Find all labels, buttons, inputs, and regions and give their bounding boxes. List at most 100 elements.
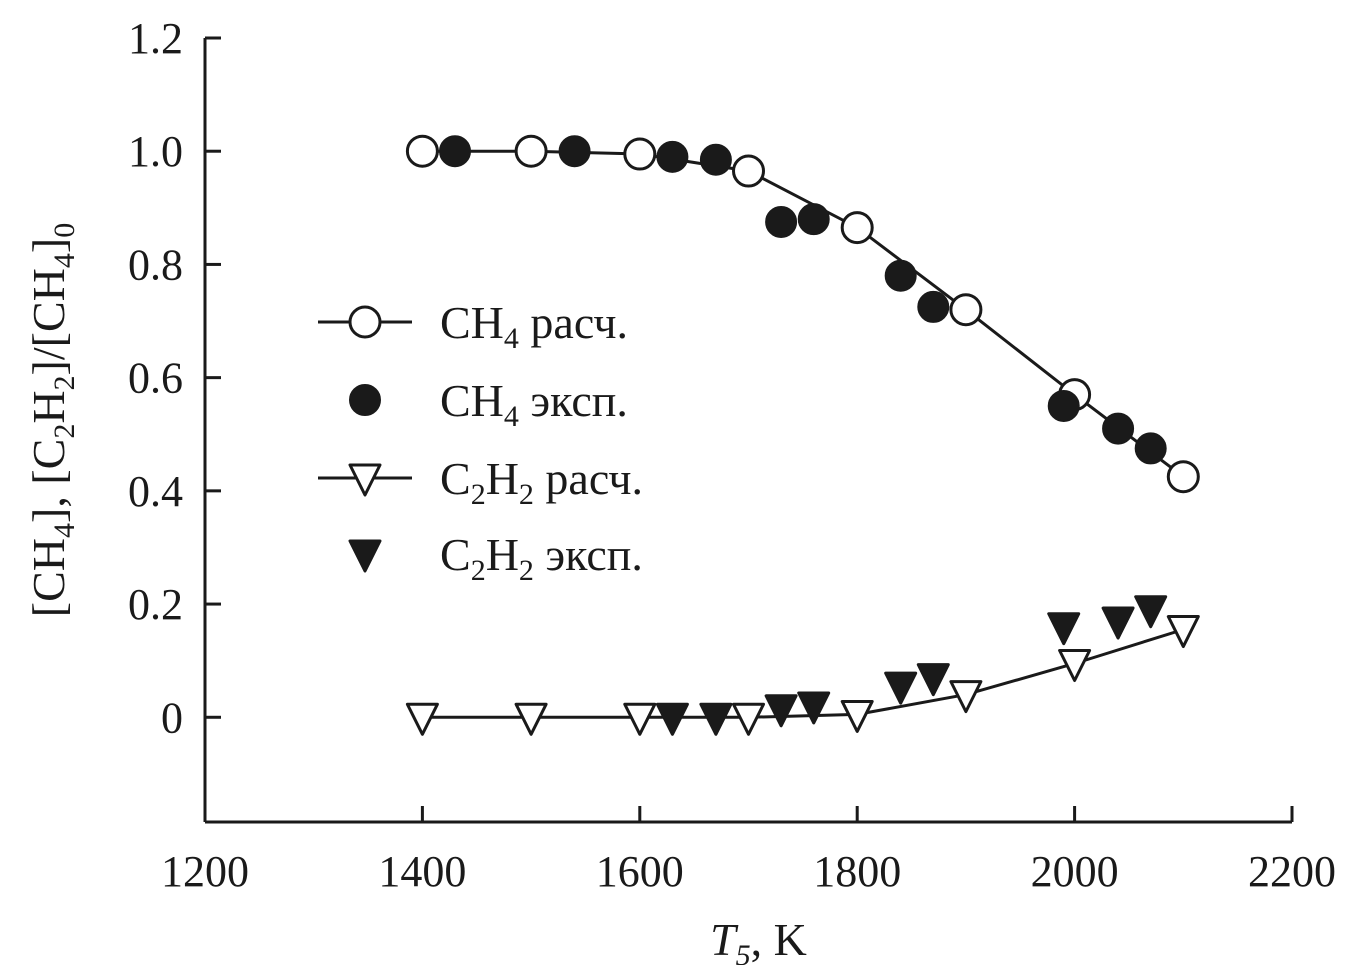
data-point (1102, 412, 1135, 445)
data-point (655, 702, 689, 736)
data-point (623, 702, 657, 736)
data-point (405, 134, 439, 168)
x-tick-label: 2200 (1248, 847, 1336, 896)
x-tick-label: 1200 (161, 847, 249, 896)
y-axis-title-sub: 4 (48, 523, 81, 538)
y-tick-label: 0.2 (128, 580, 183, 629)
legend-marker (348, 463, 382, 497)
y-axis-title-sub: 4 (48, 253, 81, 268)
series-line (422, 628, 1184, 719)
x-axis-title: T5, K (710, 914, 807, 965)
data-point (656, 140, 689, 173)
legend-marker (349, 384, 381, 416)
y-axis-title: [CH4], [C2H2]/[CH4]0 (23, 223, 81, 617)
y-axis-title-part: ]/[CH (23, 268, 74, 375)
legend-label-sub: 2 (471, 554, 486, 587)
data-point (949, 293, 983, 327)
x-tick-label: 2000 (1031, 847, 1119, 896)
legend-marker (348, 539, 382, 573)
legend-label: C2H2 эксп. (440, 529, 643, 587)
legend-entry: CH4 расч. (318, 297, 628, 355)
legend-label: CH4 расч. (440, 297, 628, 355)
legend-label-sub: 2 (519, 554, 534, 587)
x-axis-title-sub: 5 (736, 939, 751, 965)
y-tick-label: 0.4 (128, 467, 183, 516)
series-2 (405, 615, 1200, 736)
legend-label-part: эксп. (534, 529, 643, 580)
data-point (732, 702, 765, 736)
data-point (764, 694, 798, 728)
series-line (422, 149, 1185, 478)
axes: 0 0.2 0.4 0.6 0.8 1.0 1.2 1200 1400 1600 1800 2000 2… (128, 14, 1336, 896)
data-point (405, 702, 439, 736)
data-point (1166, 460, 1200, 494)
data-point (797, 691, 831, 725)
data-point (699, 702, 733, 736)
data-point (623, 137, 657, 171)
data-point (439, 135, 472, 168)
legend-label-part: CH (440, 375, 504, 426)
legend-label: CH4 эксп. (440, 375, 628, 433)
x-axis-title-unit: , K (751, 914, 807, 965)
data-point (1101, 606, 1135, 640)
legend-label-part: расч. (519, 297, 628, 348)
data-point (1166, 615, 1200, 649)
legend-label-part: C (440, 529, 471, 580)
data-point (840, 211, 874, 245)
y-axis-title-part: [CH (23, 538, 74, 617)
y-axis-title-sub: 0 (48, 223, 81, 238)
y-axis-title-part: H (23, 390, 74, 423)
data-point (917, 290, 950, 323)
data-point (514, 702, 548, 736)
data-point (1134, 432, 1167, 465)
data-point (797, 203, 830, 236)
y-axis-title-part: ], [C (23, 439, 74, 523)
data-point (514, 134, 548, 168)
x-tick-label: 1600 (596, 847, 684, 896)
x-tick-label: 1400 (378, 847, 466, 896)
data-point (884, 259, 917, 292)
y-tick-label: 1.0 (128, 127, 183, 176)
data-point (916, 663, 950, 697)
legend-entry: C2H2 расч. (318, 453, 643, 511)
legend-label: C2H2 расч. (440, 453, 643, 511)
legend-entry: C2H2 эксп. (348, 529, 643, 587)
y-axis-title-sub: 2 (48, 375, 81, 390)
legend-label-part: расч. (534, 453, 643, 504)
data-point (558, 135, 591, 168)
legend-label-sub: 4 (504, 322, 519, 355)
legend-label-part: C (440, 453, 471, 504)
y-axis-title-part: ] (23, 238, 74, 253)
legend-entry: CH4 эксп. (349, 375, 628, 433)
data-point (840, 699, 874, 733)
legend-label-sub: 2 (471, 478, 486, 511)
data-point (765, 205, 798, 238)
axis-labels: T5, K[CH4], [C2H2]/[CH4]0 (23, 223, 807, 965)
data-point (732, 154, 765, 188)
x-tick-label: 1800 (813, 847, 901, 896)
legend-label-part: CH (440, 297, 504, 348)
series-3 (655, 595, 1168, 736)
data-point (699, 143, 732, 176)
legend-label-sub: 2 (519, 478, 534, 511)
data-point (1058, 649, 1092, 683)
legend-label-part: эксп. (519, 375, 628, 426)
data-point (949, 680, 983, 714)
y-tick-label: 0 (161, 693, 183, 742)
y-axis-title-sub: 2 (48, 424, 81, 439)
series-layer (405, 134, 1200, 736)
data-point (1047, 612, 1081, 646)
x-axis-title-var: T (710, 914, 739, 965)
legend-label-part: H (486, 453, 519, 504)
legend-label-part: H (486, 529, 519, 580)
legend-label-sub: 4 (504, 400, 519, 433)
series-1 (439, 135, 1167, 465)
data-point (884, 671, 918, 705)
data-point (1047, 389, 1080, 422)
y-tick-label: 0.6 (128, 354, 183, 403)
y-tick-label: 0.8 (128, 240, 183, 289)
legend-marker (348, 305, 382, 339)
y-tick-label: 1.2 (128, 14, 183, 63)
legend: CH4 расч.CH4 эксп.C2H2 расч.C2H2 эксп. (318, 297, 643, 587)
